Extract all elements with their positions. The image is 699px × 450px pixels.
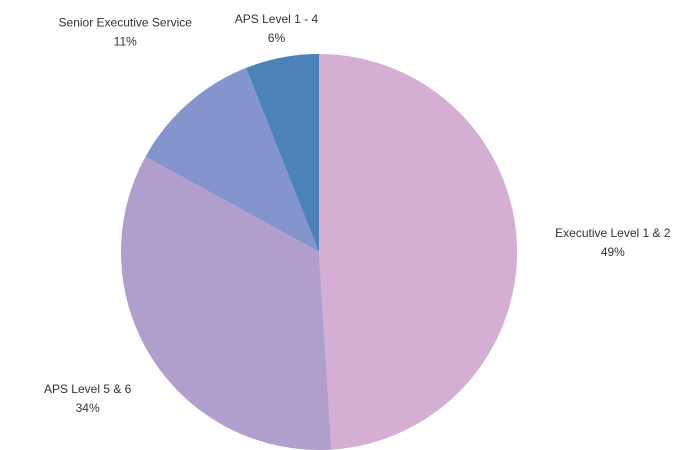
slice-label: Executive Level 1 & 2 (555, 226, 671, 240)
slice-label: Senior Executive Service (59, 15, 193, 29)
pie-slice (319, 54, 517, 450)
slice-value-label: 34% (76, 401, 100, 415)
pie-slice (246, 54, 319, 252)
slice-value-label: 6% (268, 31, 286, 45)
slice-label: APS Level 1 - 4 (235, 12, 319, 26)
pie-slice (145, 67, 319, 252)
slice-label: APS Level 5 & 6 (44, 382, 132, 396)
slice-value-label: 11% (114, 34, 137, 48)
pie-slice (121, 156, 332, 450)
slice-value-label: 49% (601, 245, 625, 259)
